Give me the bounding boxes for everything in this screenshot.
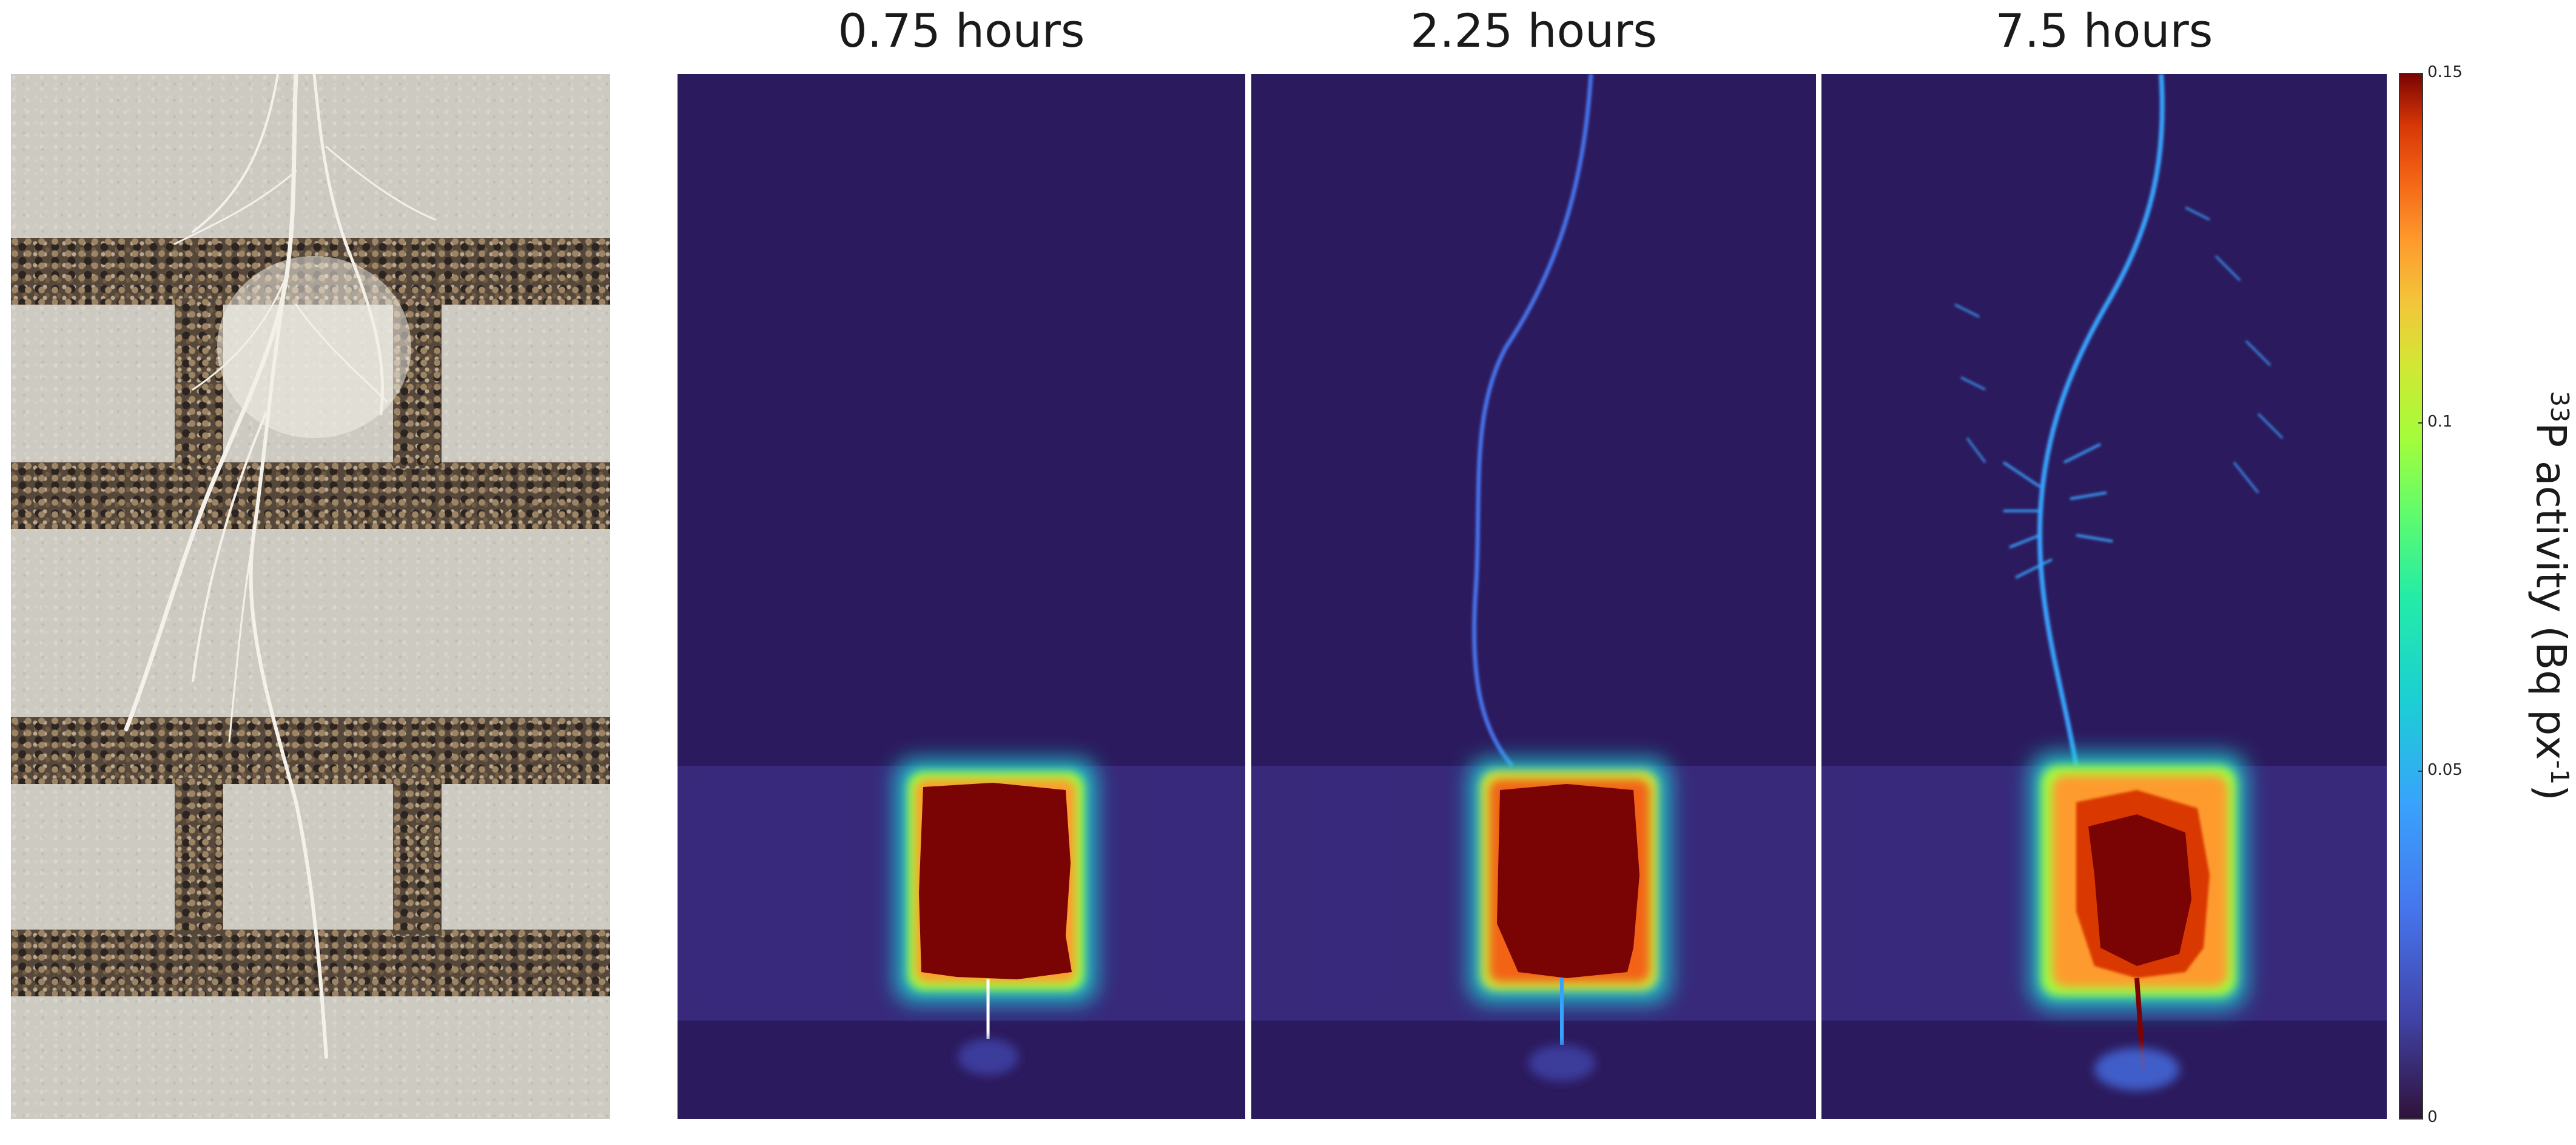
gravel-column [175, 778, 223, 936]
autoradiograph-panel [678, 74, 1245, 1119]
colorbar-label-close: ) [2526, 785, 2575, 801]
colorbar-tick-line [2418, 422, 2423, 424]
gravel-column [175, 299, 223, 468]
activity-map [896, 760, 1096, 1075]
colorbar-tick-label: 0.15 [2427, 63, 2463, 81]
colorbar-tick-line [2418, 771, 2423, 772]
time-label: 0.75 hours [838, 4, 1085, 58]
colorbar-label-text: P activity (Bq px [2526, 422, 2575, 760]
colorbar [2399, 73, 2423, 1120]
colorbar-tick-line [2418, 1118, 2423, 1120]
time-label: 7.5 hours [1995, 4, 2213, 58]
isotope-superscript: 33 [2545, 391, 2575, 423]
colorbar-tick-label: 0 [2427, 1108, 2438, 1126]
root-system [124, 74, 437, 1059]
gravel-row [11, 462, 610, 529]
colorbar-tick-line [2418, 73, 2423, 75]
unit-exponent: -1 [2545, 760, 2575, 785]
autoradiograph-panel [1821, 74, 2387, 1119]
autoradiograph-panel [1251, 74, 1816, 1119]
activity-map [1954, 74, 2284, 1090]
rhizobox-photo [11, 74, 610, 1119]
gravel-row [11, 717, 610, 784]
colorbar-tick-label: 0.05 [2427, 761, 2463, 779]
gravel-column [393, 778, 442, 936]
gravel-row [11, 930, 610, 996]
colorbar-tick-label: 0.1 [2427, 413, 2453, 431]
time-label: 2.25 hours [1410, 4, 1658, 58]
activity-map [1470, 74, 1670, 1081]
